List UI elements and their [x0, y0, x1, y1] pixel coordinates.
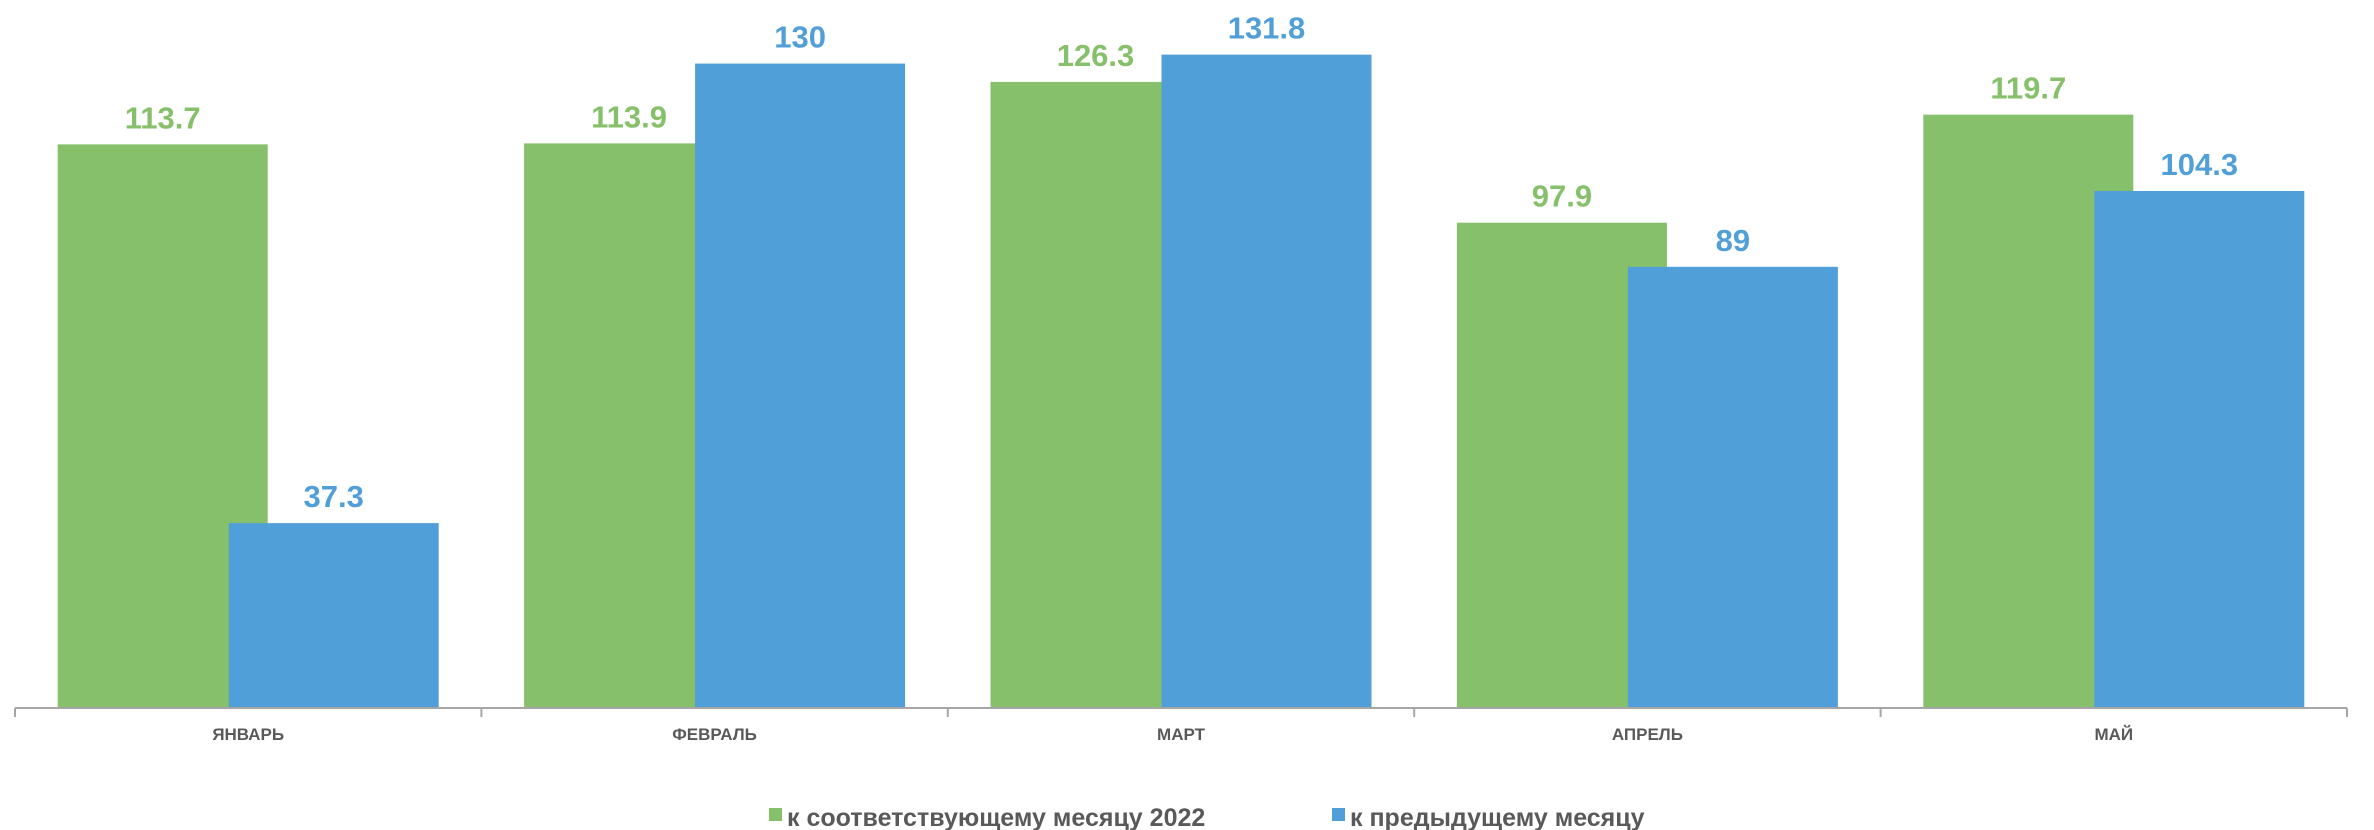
value-label: 37.3 [304, 479, 364, 514]
bar [1161, 54, 1372, 709]
bar [2094, 190, 2305, 709]
legend-label: к предыдущему месяцу [1350, 804, 1645, 830]
value-label: 131.8 [1228, 11, 1306, 46]
value-label: 126.3 [1057, 38, 1135, 73]
bar [228, 523, 439, 708]
bar [695, 63, 906, 709]
x-tick-label: АПРЕЛЬ [1612, 725, 1683, 744]
x-tick-label: МАРТ [1157, 725, 1206, 744]
value-label: 104.3 [2161, 147, 2239, 182]
legend-swatch [769, 808, 782, 821]
legend-label: к соответствующему месяцу 2022 [787, 804, 1205, 830]
value-label: 113.7 [125, 100, 201, 135]
value-label: 97.9 [1532, 179, 1592, 214]
x-tick-label: ЯНВАРЬ [212, 725, 284, 744]
bar [1627, 266, 1838, 708]
value-label: 130 [774, 20, 826, 55]
x-tick-label: МАЙ [2094, 725, 2133, 744]
value-label: 89 [1716, 223, 1750, 258]
x-tick-label: ФЕВРАЛЬ [672, 725, 757, 744]
value-label: 119.7 [1990, 71, 2066, 106]
value-label: 113.9 [591, 99, 667, 134]
legend-swatch [1332, 808, 1345, 821]
